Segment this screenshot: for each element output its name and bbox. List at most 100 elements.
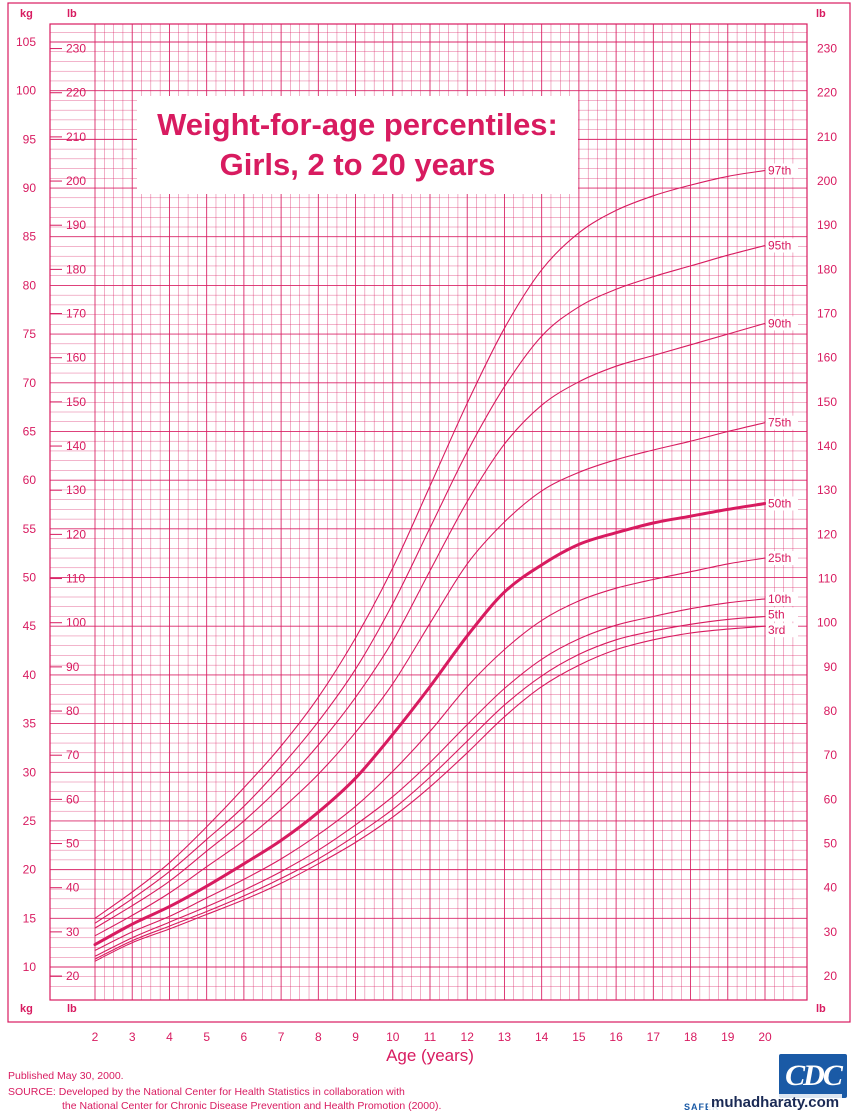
- lb-tick-label-right: 90: [824, 660, 838, 674]
- lb-tick-label-right: 200: [817, 174, 837, 188]
- percentile-curve-10th: [94, 598, 766, 957]
- age-tick-label: 2: [92, 1030, 99, 1044]
- age-tick-label: 4: [166, 1030, 173, 1044]
- lb-tick-label-left: 60: [66, 792, 80, 806]
- age-tick-label: 19: [721, 1030, 735, 1044]
- lb-tick-label-right: 100: [817, 616, 837, 630]
- kg-tick-label: 40: [23, 668, 37, 682]
- age-tick-label: 16: [609, 1030, 623, 1044]
- percentile-curve-5th: [94, 615, 766, 960]
- kg-tick-label: 50: [23, 571, 37, 585]
- lb-tick-label-right: 130: [817, 483, 837, 497]
- percentile-curve-95th: [94, 244, 766, 924]
- lb-tick-label-right: 150: [817, 395, 837, 409]
- lb-tick-label-right: 20: [824, 969, 838, 983]
- age-tick-label: 7: [278, 1030, 285, 1044]
- percentile-label-10th: 10th: [768, 592, 791, 606]
- kg-tick-label: 95: [23, 132, 37, 146]
- lb-tick-label-left: 40: [66, 881, 80, 895]
- lb-tick-label-left: 160: [66, 351, 86, 365]
- lb-tick-label-right: 160: [817, 351, 837, 365]
- kg-unit-label-top: kg: [20, 8, 33, 20]
- percentile-label-50th: 50th: [768, 497, 791, 511]
- lb-tick-label-left: 120: [66, 527, 86, 541]
- chart-title-line2: Girls, 2 to 20 years: [219, 147, 496, 182]
- percentile-label-bg: [766, 238, 798, 253]
- age-tick-label: 18: [684, 1030, 698, 1044]
- percentile-label-bg: [766, 415, 798, 430]
- percentile-label-bg: [766, 623, 798, 638]
- lb-tick-label-left: 70: [66, 748, 80, 762]
- percentile-label-bg: [766, 551, 798, 566]
- lb-tick-label-left: 150: [66, 395, 86, 409]
- lb-tick-label-right: 170: [817, 307, 837, 321]
- lb-tick-label-right: 220: [817, 86, 837, 100]
- percentile-label-bg: [766, 316, 798, 331]
- percentile-label-95th: 95th: [768, 239, 791, 253]
- lb-tick-label-right: 80: [824, 704, 838, 718]
- percentile-curve-75th: [94, 422, 766, 937]
- kg-tick-label: 45: [23, 619, 37, 633]
- percentile-label-75th: 75th: [768, 416, 791, 430]
- lb-tick-label-left: 220: [66, 86, 86, 100]
- lb-tick-label-right: 30: [824, 925, 838, 939]
- watermark: muhadharaty.com: [708, 1094, 843, 1111]
- grid: [50, 24, 807, 1000]
- percentile-curve-90th: [94, 322, 766, 929]
- lb-tick-label-right: 180: [817, 262, 837, 276]
- lb-tick-label-left: 130: [66, 483, 86, 497]
- kg-tick-label: 100: [16, 84, 36, 98]
- kg-tick-label: 80: [23, 278, 37, 292]
- kg-tick-label: 60: [23, 473, 37, 487]
- lb-tick-label-left: 140: [66, 439, 86, 453]
- kg-tick-label: 25: [23, 814, 37, 828]
- percentile-curve-50th: [93, 502, 767, 947]
- lb-tick-label-left: 230: [66, 42, 86, 56]
- lb-tick-label-left: 100: [66, 616, 86, 630]
- source-note-line1: SOURCE: Developed by the National Center…: [8, 1086, 405, 1098]
- percentile-label-25th: 25th: [768, 551, 791, 565]
- safer-text: SAFER: [684, 1102, 720, 1112]
- outer-frame: [7, 2, 851, 1023]
- age-tick-label: 14: [535, 1030, 549, 1044]
- percentile-curve-97th: [94, 169, 766, 919]
- age-tick-label: 11: [424, 1030, 437, 1044]
- age-tick-label: 15: [572, 1030, 586, 1044]
- percentile-label-90th: 90th: [768, 316, 791, 330]
- percentile-label-97th: 97th: [768, 164, 791, 178]
- lb-tick-label-right: 40: [824, 881, 838, 895]
- chart-title-line1: Weight-for-age percentiles:: [157, 107, 558, 142]
- age-tick-label: 3: [129, 1030, 136, 1044]
- kg-tick-label: 65: [23, 424, 37, 438]
- lb-tick-label-left: 200: [66, 174, 86, 188]
- percentile-curve-25th: [94, 557, 766, 951]
- lb-tick-label-right: 120: [817, 527, 837, 541]
- cdc-logo-text: CDC: [785, 1059, 843, 1092]
- age-tick-label: 17: [647, 1030, 661, 1044]
- percentile-label-bg: [766, 591, 798, 606]
- lb-unit-label-bottom-left: lb: [67, 1003, 77, 1015]
- age-tick-label: 10: [386, 1030, 400, 1044]
- lb-tick-label-left: 190: [66, 218, 86, 232]
- title-box: Weight-for-age percentiles: Girls, 2 to …: [137, 96, 578, 194]
- plot-frame: [7, 2, 851, 1023]
- kg-tick-label: 30: [23, 765, 37, 779]
- kg-unit-label-bottom: kg: [20, 1003, 33, 1015]
- percentile-label-bg: [766, 607, 798, 622]
- lb-tick-label-right: 190: [817, 218, 837, 232]
- lb-unit-label-bottom-right: lb: [816, 1003, 826, 1015]
- x-axis-title: Age (years): [386, 1046, 474, 1065]
- lb-tick-label-left: 180: [66, 262, 86, 276]
- age-tick-label: 8: [315, 1030, 322, 1044]
- percentile-curve-3rd: [94, 625, 766, 962]
- age-tick-label: 5: [203, 1030, 210, 1044]
- inner-frame: [49, 23, 808, 1001]
- lb-tick-label-right: 50: [824, 837, 838, 851]
- lb-tick-label-left: 50: [66, 837, 80, 851]
- published-note: Published May 30, 2000.: [8, 1070, 124, 1082]
- lb-tick-label-left: 80: [66, 704, 80, 718]
- percentile-label-5th: 5th: [768, 607, 785, 621]
- age-tick-label: 6: [241, 1030, 248, 1044]
- kg-tick-label: 20: [23, 863, 37, 877]
